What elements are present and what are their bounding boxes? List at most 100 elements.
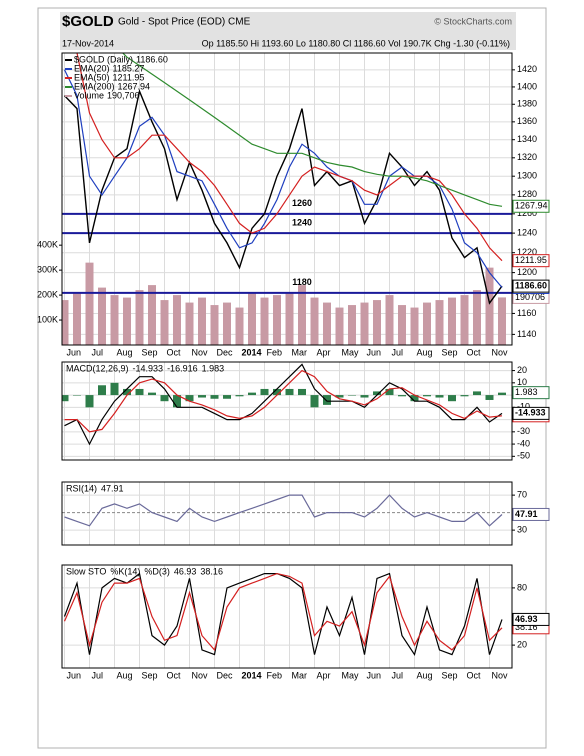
series-line	[63, 69, 503, 288]
x-tick-label: Oct	[167, 347, 182, 357]
support-label: 1240	[292, 217, 312, 227]
x-tick-label: Sep	[142, 347, 158, 357]
series-line	[63, 88, 503, 305]
x-tick-label: Feb	[267, 670, 283, 680]
header-band	[60, 12, 516, 50]
x-tick-label: Aug	[117, 670, 133, 680]
x-tick-label: Oct	[467, 347, 482, 357]
x-tick-label: Nov	[192, 670, 209, 680]
bar	[110, 382, 119, 396]
panel-frame	[61, 564, 513, 669]
x-tick-label: Jul	[392, 347, 404, 357]
x-tick-label: Jun	[67, 670, 82, 680]
y-tick-label: 1380	[517, 99, 537, 109]
y-tick-label: 1300	[517, 171, 537, 181]
y-tick-label: 1240	[517, 227, 537, 237]
value-tag-label: -14.933	[515, 408, 546, 418]
legend-value: -14.933	[133, 363, 164, 373]
bar	[173, 295, 181, 345]
bar	[273, 295, 281, 345]
bar	[473, 290, 481, 345]
y-tick-label: -30	[517, 426, 530, 436]
legend-title: MACD(12,26,9)	[66, 363, 129, 373]
bar	[448, 395, 456, 402]
y-tick-label: 1140	[517, 329, 536, 339]
value-tag	[512, 386, 550, 400]
bar	[310, 297, 319, 345]
bar	[223, 302, 231, 345]
bar	[410, 307, 419, 345]
legend-value: 1267.94	[118, 81, 151, 91]
panel	[62, 482, 512, 545]
y-tick-label: 80	[517, 582, 527, 592]
x-tick-label: Aug	[417, 670, 433, 680]
bar	[373, 391, 381, 396]
bar	[260, 388, 269, 396]
x-tick-label: 2014	[242, 670, 262, 680]
value-tag-label: 190706	[515, 292, 545, 302]
legend-value: 47.91	[101, 483, 124, 493]
bar	[160, 395, 169, 402]
legend-label: %D(3)	[144, 566, 170, 576]
bar	[85, 262, 94, 345]
bar	[62, 395, 69, 402]
x-tick-label: Nov	[192, 347, 209, 357]
x-tick-label: Dec	[217, 670, 234, 680]
legend-value: -16.916	[167, 363, 198, 373]
bar	[435, 300, 444, 345]
value-tag-label: 46.93	[515, 614, 538, 624]
value-tag-label: 1186.60	[515, 281, 547, 291]
bar	[73, 292, 81, 345]
x-tick-label: Jun	[67, 347, 82, 357]
x-tick-label: Jul	[392, 670, 404, 680]
y-tick-label: 1220	[517, 247, 537, 257]
x-tick-label: Sep	[442, 670, 458, 680]
y-tick-label: 10	[517, 377, 527, 387]
value-tag	[512, 279, 550, 293]
legend-value: 1186.60	[136, 54, 168, 64]
bar	[285, 292, 294, 345]
x-tick-label: Oct	[167, 670, 182, 680]
bar	[148, 285, 156, 345]
x-tick-label: Apr	[317, 670, 331, 680]
series-line	[76, 53, 503, 262]
support-label: 1180	[292, 277, 312, 287]
value-tag	[512, 612, 550, 626]
value-tag	[512, 199, 550, 213]
legend-box	[63, 483, 64, 494]
legend-box	[63, 363, 64, 374]
series-line	[121, 53, 503, 207]
y-tick-label: 1280	[517, 189, 537, 199]
y-tick-label: -10	[517, 402, 530, 412]
bar	[135, 388, 144, 396]
legend-label: EMA(20)	[74, 63, 110, 73]
bar	[398, 395, 406, 397]
y-tick-label: -40	[517, 438, 530, 448]
x-tick-label: Jul	[92, 347, 104, 357]
bar	[485, 395, 494, 400]
bar	[160, 300, 169, 345]
legend-label: Volume	[74, 90, 104, 100]
bar	[198, 297, 206, 345]
bar	[423, 302, 431, 345]
support-label: 1260	[292, 198, 312, 208]
bar	[273, 388, 281, 396]
bar	[310, 395, 319, 408]
date: 17-Nov-2014	[62, 38, 114, 48]
bar	[360, 395, 369, 398]
x-tick-label: Mar	[292, 347, 308, 357]
bar	[385, 295, 394, 345]
legend-label: $GOLD (Daily)	[74, 54, 133, 64]
series-line	[64, 494, 503, 527]
y2-tick-label: 100K	[37, 314, 58, 324]
bar	[473, 391, 481, 396]
panel-frame	[61, 52, 513, 346]
x-tick-label: Apr	[317, 347, 331, 357]
legend-title: Slow STO	[66, 566, 106, 576]
value-tag	[512, 406, 550, 420]
y-tick-label: 1320	[517, 152, 537, 162]
bar	[198, 395, 206, 398]
legend-value: 46.93	[174, 566, 197, 576]
